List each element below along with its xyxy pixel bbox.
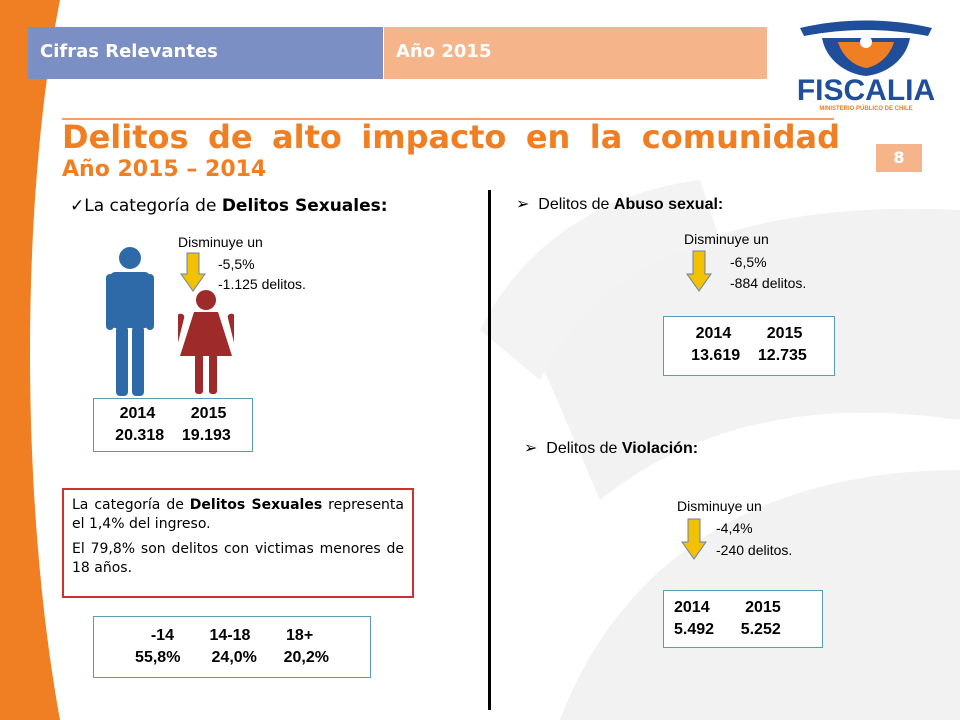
abuso-stats-box: 2014 2015 13.619 12.735 [663,316,835,376]
abuso-heading: ➢ Delitos de Abuso sexual: [516,196,724,213]
violacion-years: 2014 2015 [674,599,781,616]
violacion-decrease-count: -240 delitos. [716,542,793,558]
column-divider [488,190,491,710]
violacion-decrease-pct: -4,4% [716,520,753,536]
age-groups-box: -14 14-18 18+ 55,8% 24,0% 20,2% [93,616,371,678]
age-groups: -14 14-18 18+ [150,627,314,644]
abuso-years: 2014 2015 [695,325,803,342]
header-tab-cifras: Cifras Relevantes [28,27,383,79]
arrowhead-bullet-icon: ➢ [516,196,530,213]
abuso-decrease-label: Disminuye un [684,231,769,247]
left-stats-box: 2014 2015 20.318 19.193 [93,398,253,452]
checkmark-icon: ✓ [70,196,85,216]
page-subtitle: Año 2015 – 2014 [62,157,267,182]
logo-subtitle: MINISTERIO PÚBLICO DE CHILE [819,106,913,112]
header-tab-year: Año 2015 [384,27,767,79]
man-icon [106,247,154,396]
scales-icon [800,20,932,76]
info-paragraph-2: El 79,8% son delitos con victimas menore… [72,541,404,576]
age-values: 55,8% 24,0% 20,2% [135,649,329,666]
violacion-heading: ➢ Delitos de Violación: [524,440,699,457]
violacion-values: 5.492 5.252 [674,621,781,638]
arrowhead-bullet-icon: ➢ [524,440,538,457]
violacion-decrease-label: Disminuye un [677,498,762,514]
left-years: 2014 2015 [119,405,227,422]
down-arrow-icon [681,518,707,560]
down-arrow-icon [686,250,712,292]
violacion-stats-box: 2014 2015 5.492 5.252 [663,590,823,648]
left-heading: ✓La categoría de Delitos Sexuales: [70,196,388,216]
left-decrease-count: -1.125 delitos. [218,276,306,292]
title-rule [62,118,834,120]
abuso-decrease-count: -884 delitos. [730,275,807,291]
abuso-values: 13.619 12.735 [691,347,807,364]
info-paragraph-1: La categoría de Delitos Sexuales represe… [72,497,404,532]
logo-name: FISCALIA [796,74,936,107]
fiscalia-logo: FISCALIA MINISTERIO PÚBLICO DE CHILE [782,14,950,114]
page-number: 8 [876,144,922,172]
left-decrease-pct: -5,5% [218,256,255,272]
abuso-decrease-pct: -6,5% [730,254,767,270]
sexual-crimes-info-box: La categoría de Delitos Sexuales represe… [62,488,414,598]
left-decrease-label: Disminuye un [178,234,263,250]
woman-icon [178,290,234,394]
down-arrow-icon [180,252,206,292]
page-title: Delitos de alto impacto en la comunidad [62,118,840,156]
left-values: 20.318 19.193 [115,427,231,444]
